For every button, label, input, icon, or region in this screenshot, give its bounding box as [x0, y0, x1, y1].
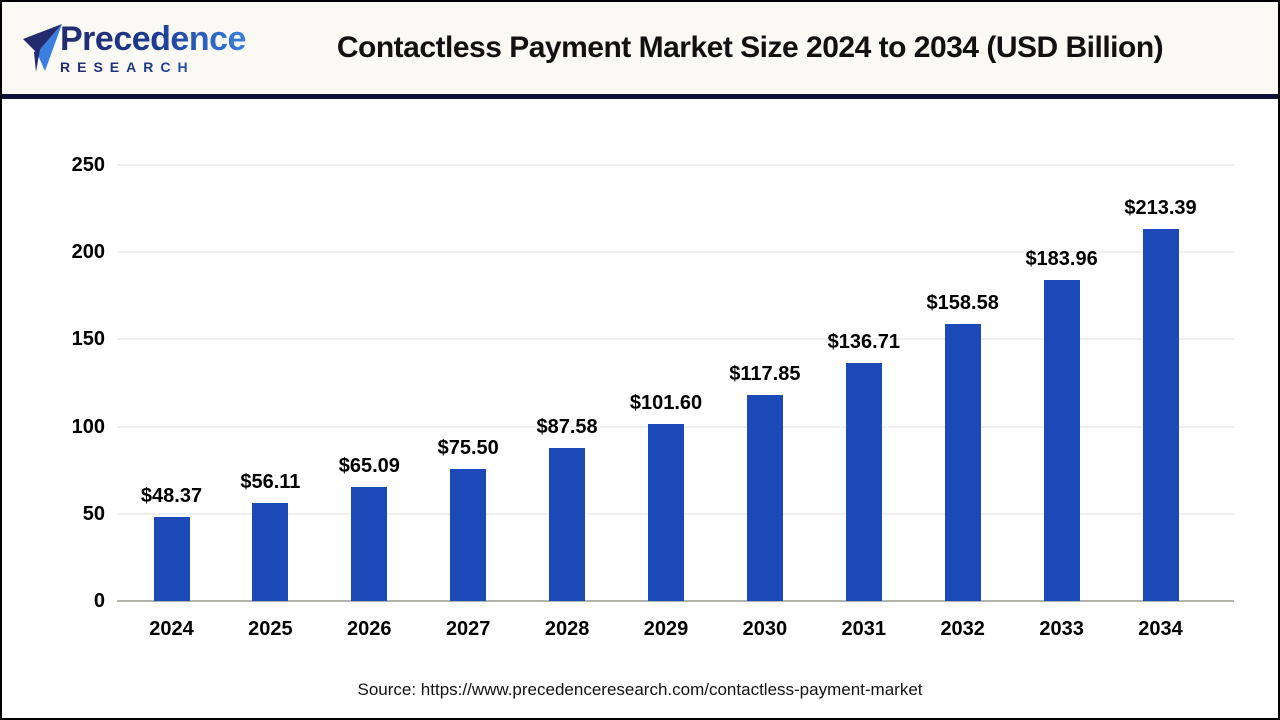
brand-name: Precedence: [60, 20, 246, 58]
value-label-2027: $75.50: [437, 437, 499, 460]
bar-2026: [351, 487, 388, 601]
value-label-2029: $101.60: [629, 391, 703, 414]
gridline-200: [117, 251, 1234, 254]
bar-2034: [1142, 228, 1179, 601]
bar-2028: [549, 448, 586, 601]
gridline-250: [117, 164, 1234, 166]
y-axis-tick-200: 200: [71, 241, 105, 264]
x-axis-label-2033: 2033: [1039, 618, 1084, 640]
value-label-2025: $56.11: [240, 471, 301, 494]
value-label-2024: $48.37: [140, 484, 203, 507]
x-axis-label-2027: 2027: [445, 618, 491, 640]
x-axis-label-2030: 2030: [742, 618, 788, 640]
bar-2025: [252, 503, 289, 601]
x-axis-label-2024: 2024: [149, 618, 194, 640]
value-label-2031: $136.71: [827, 330, 900, 353]
y-axis-tick-250: 250: [71, 154, 105, 176]
value-label-2034: $213.39: [1124, 196, 1197, 219]
brand-text: Precedence RESEARCH: [60, 22, 246, 74]
x-axis-label-2031: 2031: [841, 618, 887, 640]
y-axis-tick-0: 0: [93, 590, 105, 612]
bar-2027: [450, 469, 487, 601]
y-axis-tick-150: 150: [71, 328, 105, 351]
paper-plane-logo-icon: [23, 24, 62, 72]
x-axis-label-2028: 2028: [544, 618, 590, 640]
bar-2030: [746, 395, 783, 601]
x-axis-line: [117, 600, 1234, 602]
chart-title: Contactless Payment Market Size 2024 to …: [336, 31, 1164, 64]
x-axis-label-2034: 2034: [1138, 618, 1183, 640]
x-axis-label-2029: 2029: [643, 618, 689, 640]
y-axis-tick-50: 50: [82, 502, 105, 525]
gridline-150: [117, 338, 1234, 341]
value-label-2028: $87.58: [536, 416, 598, 439]
header: Precedence RESEARCH Contactless Payment …: [2, 2, 1278, 99]
source-citation: Source: https://www.precedenceresearch.c…: [357, 680, 923, 699]
bar-2032: [944, 324, 981, 601]
value-label-2032: $158.58: [926, 292, 999, 315]
bar-2024: [153, 516, 190, 601]
value-label-2033: $183.96: [1025, 248, 1098, 271]
x-axis-label-2025: 2025: [248, 618, 293, 640]
brand-subtitle: RESEARCH: [60, 60, 246, 74]
x-axis-label-2026: 2026: [347, 618, 392, 640]
x-axis-label-2032: 2032: [940, 618, 985, 640]
y-axis-tick-100: 100: [71, 415, 105, 438]
bar-2031: [845, 362, 882, 601]
value-label-2026: $65.09: [338, 455, 400, 478]
bar-2029: [648, 423, 684, 601]
value-label-2030: $117.85: [729, 363, 801, 386]
brand-logo: Precedence RESEARCH: [2, 22, 252, 74]
bar-2033: [1043, 280, 1080, 601]
